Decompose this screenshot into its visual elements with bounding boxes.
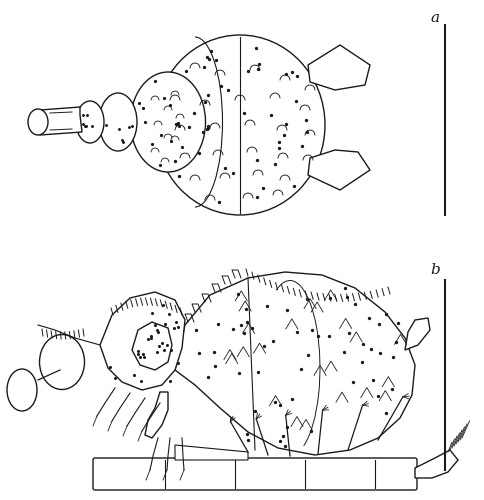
- Ellipse shape: [39, 334, 84, 390]
- Ellipse shape: [7, 369, 37, 411]
- Polygon shape: [40, 107, 82, 135]
- Polygon shape: [100, 292, 184, 390]
- Ellipse shape: [99, 93, 136, 151]
- Polygon shape: [307, 45, 369, 90]
- Polygon shape: [175, 272, 414, 455]
- Polygon shape: [414, 450, 457, 478]
- Ellipse shape: [28, 109, 48, 135]
- Ellipse shape: [130, 72, 205, 172]
- Ellipse shape: [155, 35, 324, 215]
- Text: b: b: [429, 263, 439, 277]
- Polygon shape: [145, 392, 167, 438]
- Ellipse shape: [76, 101, 104, 143]
- Text: a: a: [430, 11, 439, 25]
- Polygon shape: [132, 322, 172, 370]
- Polygon shape: [307, 150, 369, 190]
- FancyBboxPatch shape: [93, 458, 416, 490]
- Polygon shape: [404, 318, 429, 350]
- Polygon shape: [175, 445, 247, 460]
